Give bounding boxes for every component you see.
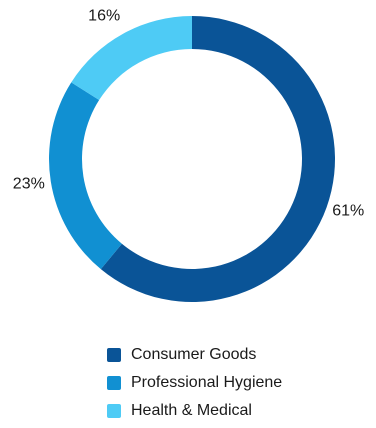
donut-slice-health-and-medical: [71, 16, 192, 101]
data-label-health-and-medical: 16%: [88, 7, 120, 24]
legend-label-consumer-goods: Consumer Goods: [131, 346, 257, 363]
data-label-professional-hygiene: 23%: [13, 175, 45, 192]
legend-label-health-and-medical: Health & Medical: [131, 402, 252, 419]
data-labels: 61% 23% 16%: [13, 7, 364, 219]
legend-item-health-and-medical: Health & Medical: [107, 400, 282, 422]
legend-swatch-health-and-medical: [107, 404, 121, 418]
donut-slice-consumer-goods: [100, 16, 336, 302]
donut-chart: 61% 23% 16%: [13, 7, 364, 302]
donut-slices: [48, 16, 336, 302]
donut-slice-professional-hygiene: [48, 82, 122, 270]
legend-item-consumer-goods: Consumer Goods: [107, 344, 282, 366]
chart-legend: Consumer Goods Professional Hygiene Health…: [107, 344, 282, 428]
legend-swatch-professional-hygiene: [107, 376, 121, 390]
data-label-consumer-goods: 61%: [332, 202, 364, 219]
legend-item-professional-hygiene: Professional Hygiene: [107, 372, 282, 394]
legend-swatch-consumer-goods: [107, 348, 121, 362]
legend-label-professional-hygiene: Professional Hygiene: [131, 374, 283, 391]
